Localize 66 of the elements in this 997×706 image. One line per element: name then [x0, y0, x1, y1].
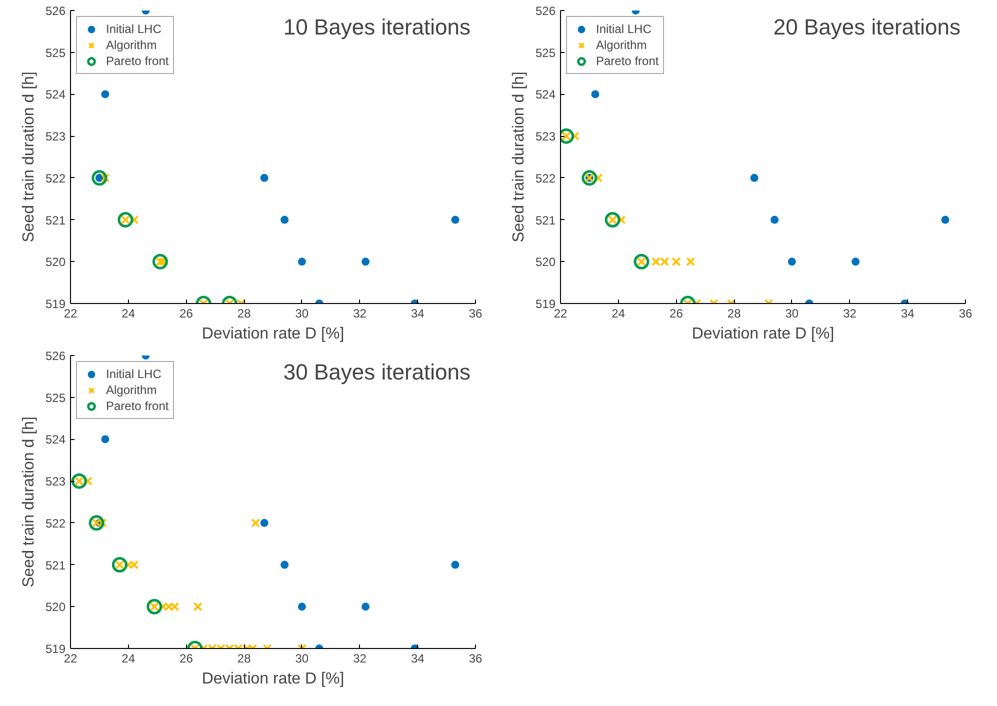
y-tick-label: 525 [535, 46, 556, 60]
legend-label: Initial LHC [106, 366, 162, 382]
legend-label: Pareto front [596, 53, 659, 69]
x-tick-label: 30 [295, 652, 309, 666]
legend-label: Pareto front [106, 398, 169, 414]
y-tick-label: 520 [535, 255, 556, 270]
x-tick-label: 24 [122, 306, 136, 320]
x-axis-title: Deviation rate D [%] [202, 670, 344, 688]
y-tick-label: 522 [45, 171, 66, 186]
y-tick-label: 526 [45, 349, 66, 363]
legend-label: Algorithm [106, 37, 157, 53]
legend-label: Initial LHC [596, 21, 652, 37]
x-tick-label: 26 [180, 306, 194, 320]
legend-label: Algorithm [106, 382, 157, 398]
chart-title: 20 Bayes iterations [773, 14, 960, 40]
y-tick-label: 521 [535, 213, 556, 228]
y-tick-label: 520 [45, 255, 66, 270]
y-tick-label: 520 [45, 600, 66, 614]
x-tick-label: 30 [785, 306, 799, 320]
x-tick-label: 34 [900, 306, 915, 320]
x-tick-label: 24 [122, 652, 136, 666]
x-tick-label: 32 [353, 652, 367, 666]
y-tick-label: 523 [535, 130, 556, 144]
x-axis-title: Deviation rate D [%] [202, 326, 344, 342]
chart-title: 10 Bayes iterations [283, 14, 470, 40]
x-tick-label: 26 [670, 306, 684, 320]
y-tick-label: 521 [45, 558, 66, 572]
x-tick-label: 32 [843, 306, 857, 320]
x-tick-label: 22 [554, 306, 568, 320]
x-tick-label: 34 [410, 306, 425, 320]
y-tick-label: 523 [45, 474, 66, 489]
x-tick-label: 36 [958, 306, 972, 320]
x-tick-label: 36 [468, 306, 482, 320]
x-tick-label: 24 [612, 306, 626, 320]
legend-label: Pareto front [106, 53, 169, 69]
y-tick-label: 526 [45, 4, 66, 18]
x-tick-label: 26 [180, 652, 194, 666]
y-tick-label: 519 [45, 297, 66, 311]
y-tick-label: 519 [45, 642, 66, 656]
y-tick-label: 523 [45, 130, 66, 144]
y-axis-title: Seed train duration d [h] [20, 416, 38, 588]
y-tick-label: 519 [535, 297, 556, 311]
x-tick-label: 36 [468, 652, 482, 666]
y-axis-title: Seed train duration d [h] [20, 72, 38, 242]
y-tick-label: 524 [45, 88, 66, 102]
y-tick-label: 524 [45, 432, 66, 447]
x-tick-label: 28 [727, 306, 742, 320]
y-axis-title: Seed train duration d [h] [510, 72, 528, 242]
y-tick-label: 522 [45, 516, 66, 530]
x-axis-title: Deviation rate D [%] [692, 326, 834, 342]
x-tick-label: 22 [64, 652, 78, 666]
x-tick-label: 32 [353, 306, 367, 320]
y-tick-label: 522 [535, 171, 556, 186]
x-tick-label: 22 [64, 306, 78, 320]
y-tick-label: 524 [535, 88, 556, 102]
legend-label: Algorithm [596, 37, 647, 53]
legend-label: Initial LHC [106, 21, 162, 37]
y-tick-label: 525 [45, 390, 66, 405]
chart-title: 30 Bayes iterations [283, 360, 470, 384]
x-tick-label: 34 [410, 652, 425, 666]
x-tick-label: 28 [237, 306, 252, 320]
x-tick-label: 28 [237, 652, 252, 666]
y-tick-label: 525 [45, 46, 66, 60]
y-tick-label: 526 [535, 4, 556, 18]
y-tick-label: 521 [45, 213, 66, 228]
x-tick-label: 30 [295, 306, 309, 320]
